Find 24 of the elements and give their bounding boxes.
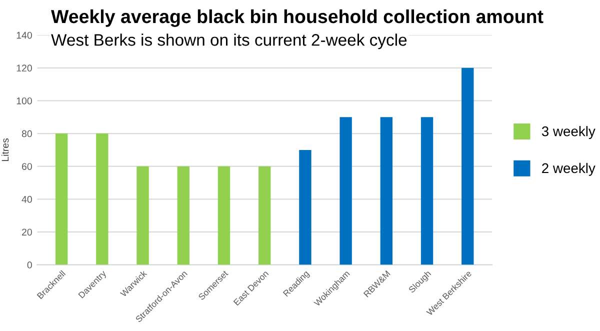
y-tick-label: 140 [16, 32, 32, 39]
y-tick-label: 80 [22, 130, 32, 138]
y-tick-label: 120 [16, 64, 32, 72]
y-tick-label: 40 [22, 196, 32, 203]
chart-subtitle: West Berks is shown on its current 2-week cycle [51, 34, 407, 50]
bar [299, 150, 312, 265]
y-tick-label: 0 [27, 262, 32, 268]
bar [96, 134, 108, 265]
bar [420, 117, 434, 265]
y-tick-label: 100 [16, 97, 32, 104]
y-axis-title: Litres [2, 138, 9, 162]
bar [177, 166, 190, 265]
bar [380, 117, 393, 265]
bar [55, 134, 68, 265]
bar [218, 166, 230, 265]
legend-label: 3 weekly [542, 126, 596, 140]
chart-title: Weekly average black bin household collection amount [51, 9, 544, 27]
y-tick-label: 60 [22, 163, 32, 170]
bar [136, 166, 149, 265]
bar [258, 166, 271, 265]
legend-label: 2 weekly [542, 162, 596, 176]
bar [340, 117, 352, 265]
y-tick-label: 20 [22, 228, 32, 236]
bar [462, 68, 474, 265]
